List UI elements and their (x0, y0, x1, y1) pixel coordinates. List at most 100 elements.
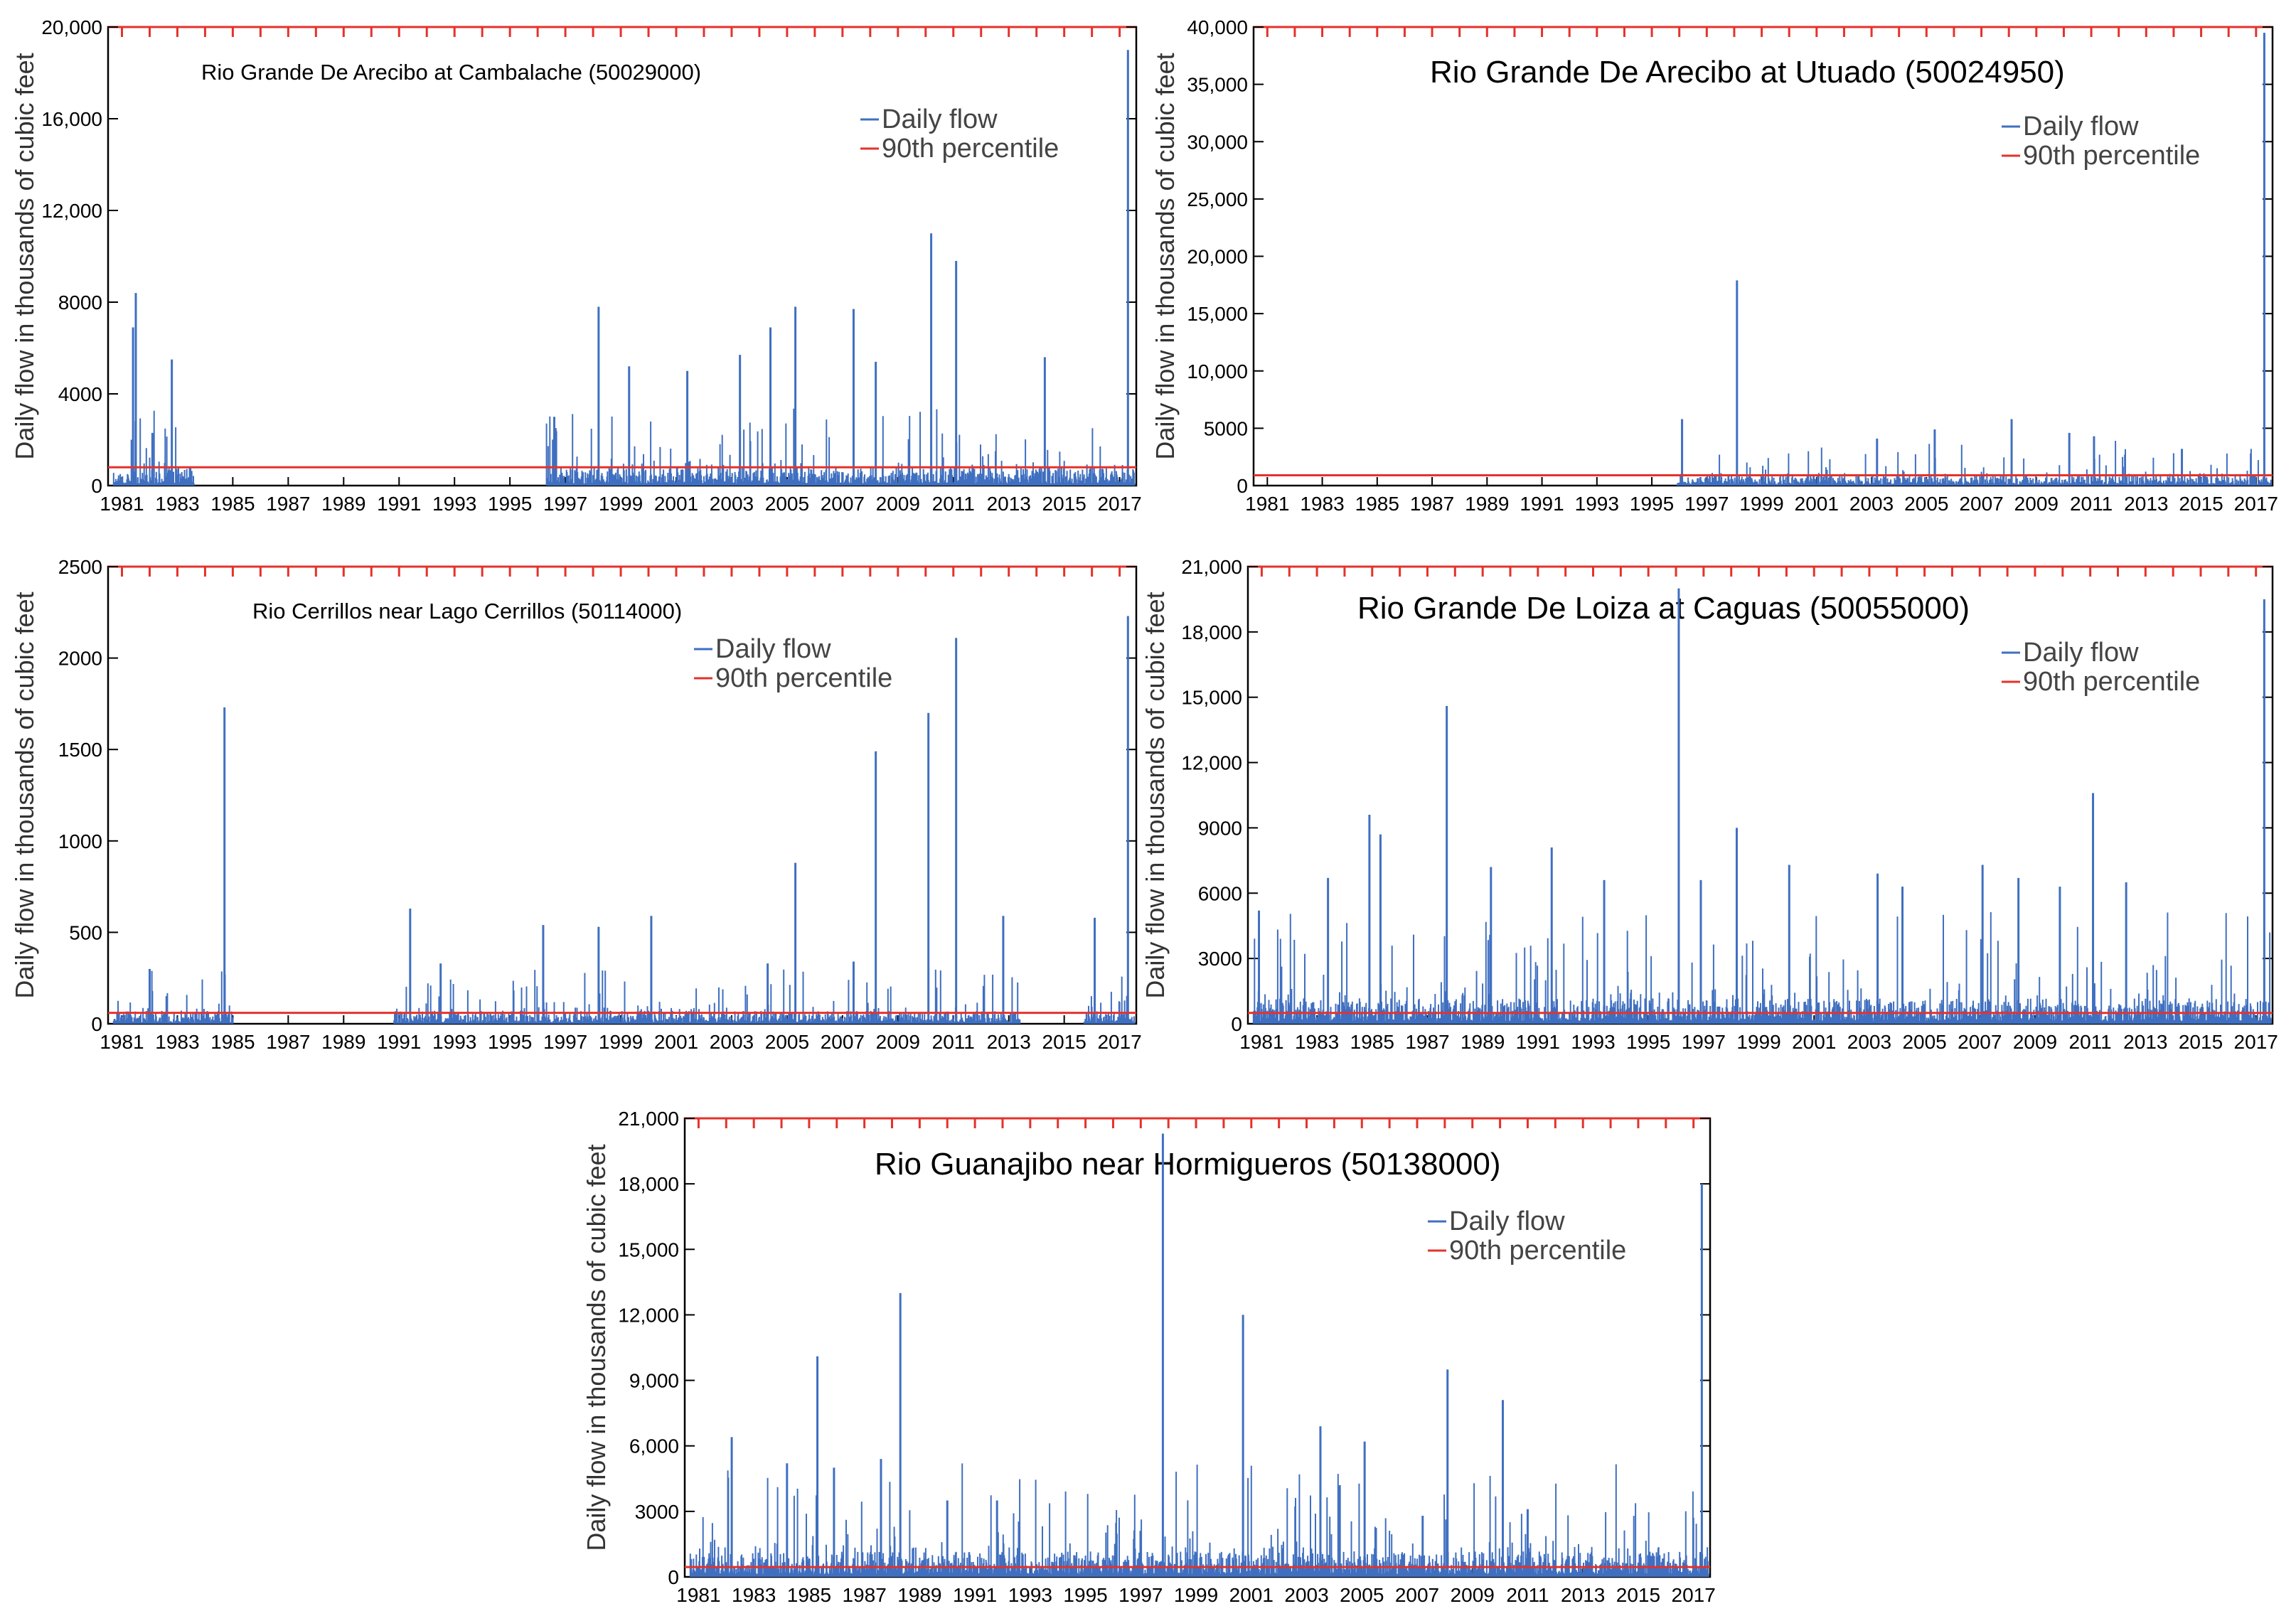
y-tick-label: 6,000 (629, 1435, 679, 1457)
legend-daily-flow-label: Daily flow (2023, 112, 2139, 141)
chart-panel-4: 1981 1983 1985 1987 1989 1991 1993 1995 1997 1999… (1141, 556, 2278, 1053)
y-tick-label: 40,000 (1187, 16, 1248, 38)
x-tick-label: 1985 (210, 1031, 255, 1053)
y-axis-label: Daily flow in thousands of cubic feet (10, 592, 39, 998)
legend-percentile-label: 90th percentile (715, 663, 892, 693)
y-tick-label: 12,000 (41, 200, 102, 222)
y-tick-label: 3000 (1198, 948, 1242, 970)
legend-daily-flow-label: Daily flow (715, 634, 831, 664)
x-tick-label: 1997 (543, 1031, 587, 1053)
x-tick-label: 1999 (1174, 1584, 1218, 1606)
x-tick-label: 2003 (1849, 493, 1894, 515)
x-tick-label: 2003 (1284, 1584, 1328, 1606)
chart-title: Rio Grande De Arecibo at Utuado (5002495… (1430, 55, 2065, 90)
y-tick-label: 0 (668, 1566, 679, 1588)
y-tick-label: 20,000 (41, 16, 102, 38)
x-tick-label: 1997 (1684, 493, 1729, 515)
x-tick-label: 2005 (765, 493, 809, 515)
x-tick-label: 1981 (676, 1584, 720, 1606)
x-tick-label: 1993 (1571, 1031, 1615, 1053)
y-tick-label: 6000 (1198, 882, 1242, 904)
x-tick-label: 2007 (1958, 1031, 2002, 1053)
x-tick-label: 1995 (1626, 1031, 1670, 1053)
daily-flow-series (1676, 33, 2272, 486)
x-tick-label: 2011 (2070, 493, 2113, 515)
daily-flow-series (689, 1133, 1709, 1577)
y-tick-label: 30,000 (1187, 131, 1248, 153)
legend-daily-flow-label: Daily flow (2023, 638, 2139, 668)
chart-title: Rio Grande De Loiza at Caguas (50055000) (1357, 591, 1970, 626)
x-tick-label: 1999 (1739, 493, 1783, 515)
legend-daily-flow-label: Daily flow (882, 105, 998, 134)
legend-percentile-label: 90th percentile (1449, 1236, 1626, 1265)
y-tick-label: 25,000 (1187, 188, 1248, 210)
y-tick-label: 15,000 (1181, 687, 1242, 709)
x-tick-label: 2015 (1042, 493, 1086, 515)
x-tick-label: 2015 (1042, 1031, 1086, 1053)
x-tick-label: 1981 (100, 1031, 144, 1053)
x-tick-label: 2013 (1561, 1584, 1605, 1606)
y-axis-label: Daily flow in thousands of cubic feet (582, 1144, 611, 1551)
x-tick-label: 2001 (654, 1031, 698, 1053)
y-tick-label: 1000 (58, 830, 102, 852)
x-tick-label: 2009 (876, 493, 920, 515)
x-tick-label: 2009 (2014, 493, 2059, 515)
x-tick-label: 1993 (432, 493, 476, 515)
chart-panel-5: 1981 1983 1985 1987 1989 1991 1993 1995 1997 1999… (582, 1108, 1716, 1606)
x-tick-label: 1989 (321, 1031, 365, 1053)
y-tick-label: 9000 (1198, 817, 1242, 839)
x-tick-label: 1993 (1575, 493, 1619, 515)
x-tick-label: 1983 (732, 1584, 776, 1606)
daily-flow-noise (1676, 441, 2272, 486)
x-tick-label: 1983 (1300, 493, 1344, 515)
x-tick-label: 2009 (2013, 1031, 2057, 1053)
x-tick-label: 1991 (1520, 493, 1564, 515)
x-tick-label: 1983 (155, 1031, 199, 1053)
x-tick-label: 2017 (1097, 1031, 1141, 1053)
x-tick-label: 1997 (1118, 1584, 1163, 1606)
x-tick-label: 2009 (1451, 1584, 1495, 1606)
x-tick-label: 1991 (1516, 1031, 1560, 1053)
legend-percentile-label: 90th percentile (2023, 141, 2200, 171)
x-tick-label: 1995 (1630, 493, 1674, 515)
y-tick-label: 0 (91, 1013, 102, 1035)
y-tick-label: 16,000 (41, 108, 102, 130)
daily-flow-noise (689, 1463, 1709, 1577)
legend-daily-flow-label: Daily flow (1449, 1206, 1565, 1236)
x-tick-label: 2017 (1097, 493, 1141, 515)
x-tick-label: 2007 (821, 493, 865, 515)
x-tick-label: 1995 (488, 493, 532, 515)
y-tick-label: 18,000 (618, 1173, 679, 1195)
x-tick-label: 2011 (2069, 1031, 2112, 1053)
x-tick-label: 1991 (377, 1031, 421, 1053)
y-tick-label: 500 (69, 921, 102, 943)
x-tick-label: 1985 (210, 493, 255, 515)
x-tick-label: 2017 (2234, 1031, 2278, 1053)
x-tick-label: 2011 (932, 1031, 975, 1053)
x-tick-label: 1995 (488, 1031, 532, 1053)
x-tick-label: 1987 (842, 1584, 886, 1606)
x-tick-label: 2013 (987, 493, 1031, 515)
chart-title: Rio Cerrillos near Lago Cerrillos (50114… (252, 599, 682, 624)
y-axis-label: Daily flow in thousands of cubic feet (10, 53, 39, 459)
y-tick-label: 1500 (58, 739, 102, 761)
y-tick-label: 4000 (58, 383, 102, 405)
x-tick-label: 1995 (1063, 1584, 1107, 1606)
x-tick-label: 1985 (787, 1584, 831, 1606)
x-tick-label: 2013 (987, 1031, 1031, 1053)
x-tick-label: 1987 (1405, 1031, 1449, 1053)
x-tick-label: 1991 (377, 493, 421, 515)
y-axis-label: Daily flow in thousands of cubic feet (1150, 53, 1180, 459)
x-tick-label: 2003 (710, 1031, 754, 1053)
y-tick-label: 10,000 (1187, 360, 1248, 382)
x-tick-label: 1997 (1682, 1031, 1726, 1053)
x-tick-label: 1981 (1245, 493, 1289, 515)
x-tick-label: 1993 (432, 1031, 476, 1053)
y-tick-label: 12,000 (1181, 752, 1242, 774)
plot-area (107, 26, 1138, 487)
legend-percentile-label: 90th percentile (2023, 667, 2200, 697)
x-tick-label: 1987 (266, 1031, 310, 1053)
x-tick-label: 2011 (1506, 1584, 1549, 1606)
x-tick-label: 2015 (2179, 1031, 2223, 1053)
